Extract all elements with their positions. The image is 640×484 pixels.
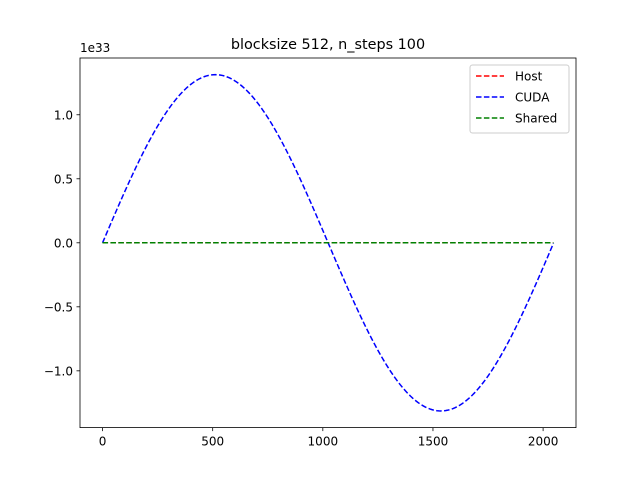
legend-box — [469, 64, 570, 134]
axes-frame — [79, 57, 577, 429]
y-tick-label: 0.5 — [54, 172, 73, 186]
y-tick-label: −0.5 — [44, 300, 73, 314]
x-tick-label: 1500 — [418, 435, 449, 449]
x-tick-label: 500 — [201, 435, 224, 449]
x-axis: 0 500 1000 1500 2000 — [99, 427, 559, 449]
y-tick-label: 0.0 — [54, 236, 73, 250]
x-tick-label: 2000 — [528, 435, 559, 449]
y-tick-label: 1.0 — [54, 108, 73, 122]
y-axis-offset-label: 1e33 — [80, 41, 110, 55]
y-tick-label: −1.0 — [44, 364, 73, 378]
legend-label-shared: Shared — [515, 112, 557, 126]
legend: Host CUDA Shared — [469, 64, 570, 134]
plot-area — [101, 73, 555, 412]
legend-label-cuda: CUDA — [515, 91, 550, 105]
legend-label-host: Host — [515, 70, 543, 84]
chart-title: blocksize 512, n_steps 100 — [231, 37, 425, 53]
x-tick-label: 1000 — [308, 435, 339, 449]
y-axis: −1.0 −0.5 0.0 0.5 1.0 — [44, 108, 80, 378]
x-tick-label: 0 — [99, 435, 107, 449]
